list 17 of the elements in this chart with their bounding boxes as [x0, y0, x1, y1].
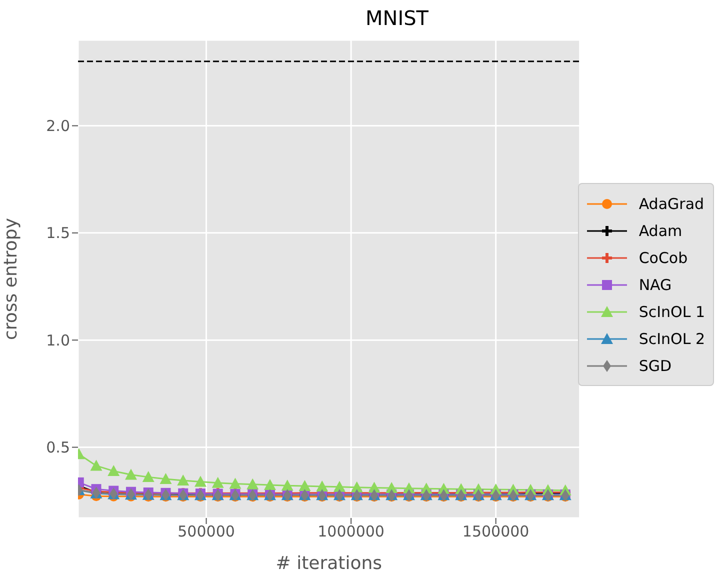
y-tick-label: 0.5 — [46, 438, 70, 457]
x-axis-title: # iterations — [276, 553, 382, 574]
legend-label: Adam — [638, 222, 682, 240]
x-tick-label: 1500000 — [462, 522, 530, 541]
legend-label: ScInOL 1 — [638, 302, 705, 320]
chart-title: MNIST — [364, 6, 430, 30]
x-tick-label: 1000000 — [318, 522, 384, 541]
legend-label: ScInOL 2 — [638, 330, 705, 348]
legend-label: CoCob — [638, 248, 688, 266]
y-tick-label: 2.0 — [46, 117, 70, 136]
legend-label: NAG — [638, 276, 672, 294]
legend-label: SGD — [638, 356, 672, 374]
y-tick-label: 1.0 — [46, 331, 70, 350]
y-tick-label: 1.5 — [46, 224, 70, 242]
y-axis-title: cross entropy — [0, 218, 22, 340]
legend-label: AdaGrad — [638, 194, 704, 212]
x-tick-label: 500000 — [178, 522, 235, 541]
